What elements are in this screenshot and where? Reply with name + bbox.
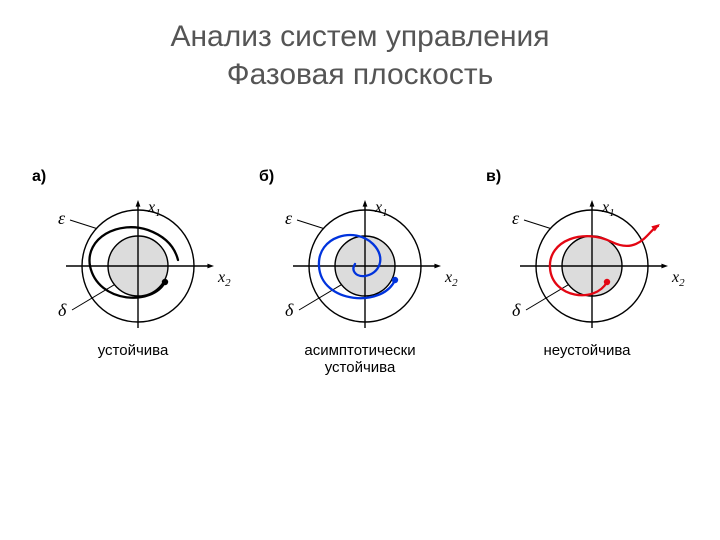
- delta-leader: [72, 285, 115, 310]
- panel-caption: устойчива: [98, 342, 169, 359]
- epsilon-leader: [70, 220, 97, 228]
- delta-label: δ: [512, 300, 521, 320]
- panel-letter: б): [259, 168, 274, 186]
- axis-label-x2: x2: [444, 269, 458, 289]
- title-line-1: Анализ систем управления: [0, 18, 720, 56]
- delta-label: δ: [58, 300, 67, 320]
- epsilon-label: ε: [58, 208, 66, 228]
- phase-diagram: x1 x2 ε δ: [482, 188, 692, 338]
- phase-diagram: x1 x2 ε δ: [28, 188, 238, 338]
- axis-label-x2: x2: [671, 269, 685, 289]
- panels-row: а) x1 x2 ε δ устойчива б) x1 x2 ε δ асимптотически …: [28, 168, 692, 377]
- slide-title: Анализ систем управления Фазовая плоскос…: [0, 0, 720, 93]
- axis-label-x1: x1: [374, 199, 388, 219]
- delta-label: δ: [285, 300, 294, 320]
- epsilon-leader: [297, 220, 324, 228]
- trajectory-start-dot: [392, 277, 398, 283]
- trajectory-start-dot: [162, 279, 168, 285]
- panel-caption: асимптотически устойчива: [304, 342, 415, 377]
- phase-diagram: x1 x2 ε δ: [255, 188, 465, 338]
- title-line-2: Фазовая плоскость: [0, 56, 720, 94]
- trajectory-start-dot: [604, 279, 610, 285]
- epsilon-leader: [524, 220, 551, 228]
- epsilon-label: ε: [285, 208, 293, 228]
- axis-label-x1: x1: [147, 199, 161, 219]
- epsilon-label: ε: [512, 208, 520, 228]
- delta-leader: [299, 285, 342, 310]
- panel-1: б) x1 x2 ε δ асимптотически устойчива: [255, 168, 465, 377]
- axis-label-x1: x1: [601, 199, 615, 219]
- panel-0: а) x1 x2 ε δ устойчива: [28, 168, 238, 377]
- axis-label-x2: x2: [217, 269, 231, 289]
- panel-2: в) x1 x2 ε δ неустойчива: [482, 168, 692, 377]
- panel-letter: в): [486, 168, 501, 186]
- panel-caption: неустойчива: [543, 342, 630, 359]
- panel-letter: а): [32, 168, 46, 186]
